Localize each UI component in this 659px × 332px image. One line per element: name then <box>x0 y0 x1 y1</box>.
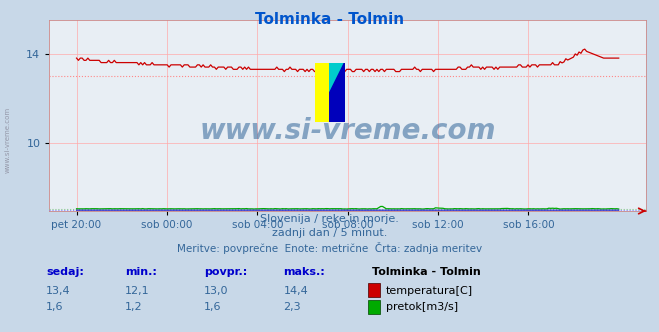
Text: min.:: min.: <box>125 267 157 277</box>
Polygon shape <box>330 62 345 122</box>
Text: pretok[m3/s]: pretok[m3/s] <box>386 302 457 312</box>
Polygon shape <box>315 62 330 122</box>
Text: www.si-vreme.com: www.si-vreme.com <box>5 106 11 173</box>
Text: povpr.:: povpr.: <box>204 267 248 277</box>
Text: 14,4: 14,4 <box>283 286 308 295</box>
Text: Tolminka - Tolmin: Tolminka - Tolmin <box>255 12 404 27</box>
Text: 1,6: 1,6 <box>46 302 64 312</box>
Text: temperatura[C]: temperatura[C] <box>386 286 473 295</box>
Text: zadnji dan / 5 minut.: zadnji dan / 5 minut. <box>272 228 387 238</box>
Text: 13,4: 13,4 <box>46 286 71 295</box>
Text: 1,2: 1,2 <box>125 302 143 312</box>
Text: maks.:: maks.: <box>283 267 325 277</box>
Text: Tolminka - Tolmin: Tolminka - Tolmin <box>372 267 481 277</box>
Text: 1,6: 1,6 <box>204 302 222 312</box>
Text: www.si-vreme.com: www.si-vreme.com <box>200 117 496 145</box>
Text: 2,3: 2,3 <box>283 302 301 312</box>
Text: 12,1: 12,1 <box>125 286 150 295</box>
Text: sedaj:: sedaj: <box>46 267 84 277</box>
Text: Meritve: povprečne  Enote: metrične  Črta: zadnja meritev: Meritve: povprečne Enote: metrične Črta:… <box>177 242 482 254</box>
Polygon shape <box>330 62 345 92</box>
Text: 13,0: 13,0 <box>204 286 229 295</box>
Text: Slovenija / reke in morje.: Slovenija / reke in morje. <box>260 214 399 224</box>
